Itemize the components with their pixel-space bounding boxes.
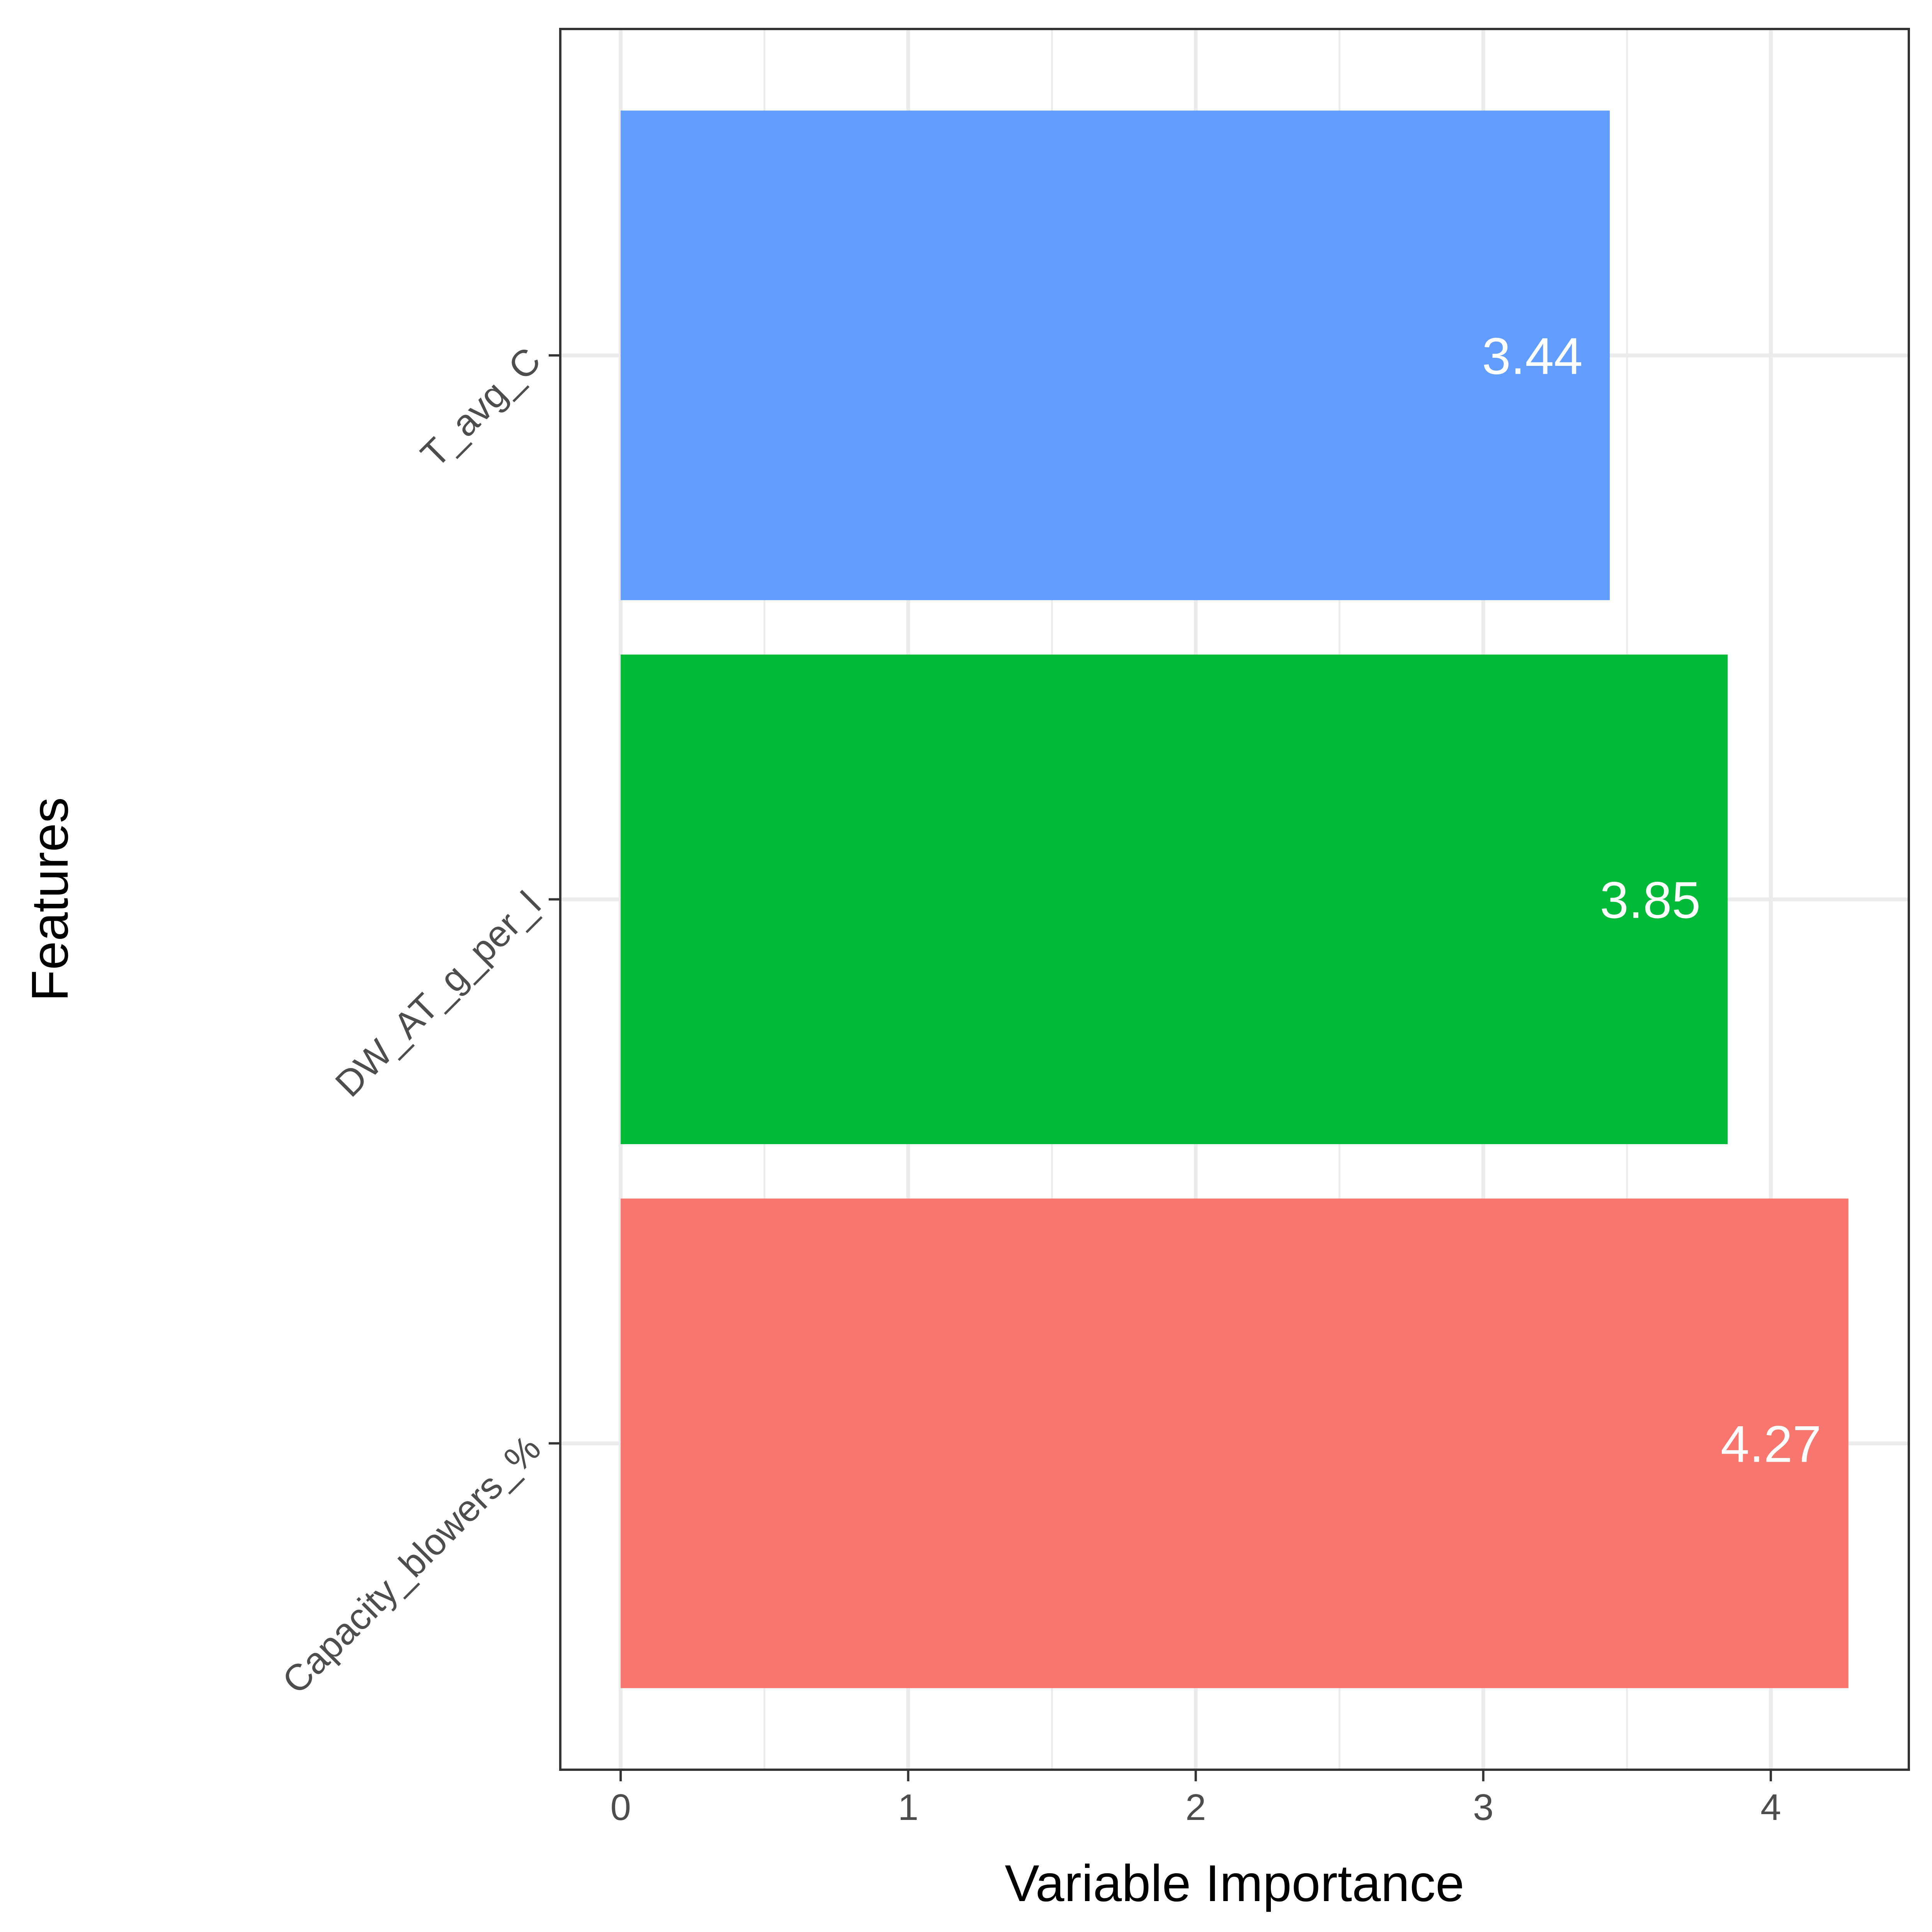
x-tick-label: 1 (898, 1787, 918, 1828)
y-axis-ticks: Capacity_blowers_% DW_AT_g_per_l T_avg_C (274, 340, 560, 1702)
y-tick-label: Capacity_blowers_% (274, 1428, 549, 1702)
x-tick-label: 0 (611, 1787, 631, 1828)
bar (621, 1198, 1849, 1688)
x-axis-ticks: 0 1 2 3 4 (611, 1770, 1781, 1828)
bar-value-label: 4.27 (1721, 1415, 1821, 1473)
y-tick-label: T_avg_C (413, 340, 549, 475)
bar-data-labels: 4.27 3.85 3.44 (1482, 328, 1821, 1473)
x-axis-title: Variable Importance (1005, 1855, 1464, 1912)
x-tick-label: 2 (1185, 1787, 1206, 1828)
bar (621, 111, 1610, 600)
y-tick-label: DW_AT_g_per_l (327, 884, 548, 1105)
bar (621, 654, 1728, 1145)
y-axis-title: Features (21, 797, 79, 1002)
bar-value-label: 3.85 (1600, 872, 1701, 929)
x-tick-label: 3 (1473, 1787, 1493, 1828)
bar-value-label: 3.44 (1482, 328, 1583, 385)
x-tick-label: 4 (1760, 1787, 1781, 1828)
bars (621, 111, 1849, 1688)
